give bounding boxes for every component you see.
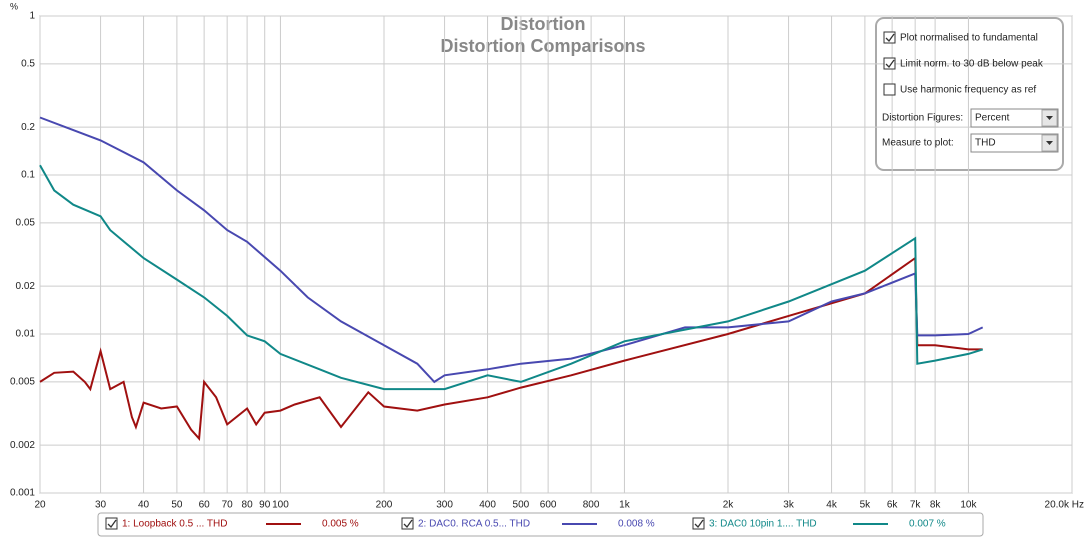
legend-value: 0.007 % bbox=[909, 519, 946, 530]
series-line bbox=[39, 164, 984, 391]
y-axis-label: % bbox=[10, 1, 18, 11]
x-tick-label: 8k bbox=[930, 500, 942, 511]
chart-title: Distortion bbox=[501, 14, 586, 34]
dropdown-arrow bbox=[1046, 116, 1053, 120]
option-label: Limit norm. to 30 dB below peak bbox=[900, 59, 1044, 70]
legend-checkbox[interactable] bbox=[401, 517, 414, 530]
x-tick-label: 200 bbox=[376, 500, 393, 511]
x-tick-label: 60 bbox=[199, 500, 211, 511]
x-tick-label: 600 bbox=[540, 500, 557, 511]
chart-subtitle: Distortion Comparisons bbox=[440, 36, 645, 56]
x-tick-label: 70 bbox=[222, 500, 234, 511]
x-tick-label: 3k bbox=[783, 500, 795, 511]
x-tick-label: 90 bbox=[259, 500, 271, 511]
legend-value: 0.008 % bbox=[618, 519, 655, 530]
x-tick-label: 7k bbox=[910, 500, 922, 511]
y-tick-label: 0.005 bbox=[10, 377, 35, 388]
checkbox[interactable] bbox=[883, 83, 896, 96]
y-tick-label: 0.001 bbox=[10, 488, 35, 499]
option-label: Use harmonic frequency as ref bbox=[900, 85, 1036, 96]
x-tick-label: 800 bbox=[583, 500, 600, 511]
check bbox=[885, 59, 895, 69]
x-tick-label: 100 bbox=[272, 500, 289, 511]
y-tick-label: 0.05 bbox=[16, 218, 36, 229]
x-tick-label: 400 bbox=[479, 500, 496, 511]
legend-checkbox[interactable] bbox=[105, 517, 118, 530]
x-tick-label: 40 bbox=[138, 500, 150, 511]
x-tick-label: 300 bbox=[436, 500, 453, 511]
check bbox=[885, 33, 895, 43]
y-tick-label: 0.002 bbox=[10, 440, 35, 451]
series-line bbox=[39, 116, 984, 384]
dropdown-label: Measure to plot: bbox=[882, 138, 954, 149]
legend-check bbox=[694, 519, 704, 529]
x-tick-label: 500 bbox=[513, 500, 530, 511]
x-tick-label: 50 bbox=[171, 500, 183, 511]
x-tick-label: 1k bbox=[619, 500, 631, 511]
y-tick-label: 0.2 bbox=[21, 122, 35, 133]
dropdown-value: Percent bbox=[975, 113, 1010, 124]
legend-check bbox=[107, 519, 117, 529]
x-tick-label: 20.0k Hz bbox=[1045, 500, 1084, 511]
x-tick-label: 80 bbox=[242, 500, 254, 511]
y-tick-label: 0.02 bbox=[16, 281, 36, 292]
x-tick-label: 30 bbox=[95, 500, 107, 511]
legend-value: 0.005 % bbox=[322, 519, 359, 530]
y-tick-label: 0.5 bbox=[21, 59, 35, 70]
dropdown-label: Distortion Figures: bbox=[882, 113, 963, 124]
x-tick-label: 4k bbox=[826, 500, 838, 511]
x-tick-label: 5k bbox=[860, 500, 872, 511]
option-label: Plot normalised to fundamental bbox=[900, 33, 1038, 44]
dropdown-value: THD bbox=[975, 138, 996, 149]
legend-check bbox=[403, 519, 413, 529]
legend-label: 1: Loopback 0.5 ... THD bbox=[122, 519, 227, 530]
x-tick-label: 10k bbox=[960, 500, 977, 511]
dropdown[interactable] bbox=[970, 133, 1059, 153]
options-panel bbox=[875, 17, 1064, 171]
checkbox[interactable] bbox=[883, 57, 896, 70]
y-tick-label: 0.01 bbox=[16, 329, 36, 340]
x-tick-label: 2k bbox=[723, 500, 735, 511]
legend-box bbox=[97, 512, 984, 537]
dropdown[interactable] bbox=[970, 108, 1059, 128]
checkbox[interactable] bbox=[883, 31, 896, 44]
dropdown-arrow bbox=[1046, 141, 1053, 145]
y-tick-label: 1 bbox=[29, 11, 35, 22]
x-tick-label: 6k bbox=[887, 500, 899, 511]
legend-label: 3: DAC0 10pin 1.... THD bbox=[709, 519, 817, 530]
legend-checkbox[interactable] bbox=[692, 517, 705, 530]
y-tick-label: 0.1 bbox=[21, 170, 35, 181]
series-line bbox=[39, 256, 983, 441]
legend-label: 2: DAC0. RCA 0.5... THD bbox=[418, 519, 530, 530]
x-tick-label: 20 bbox=[34, 500, 46, 511]
